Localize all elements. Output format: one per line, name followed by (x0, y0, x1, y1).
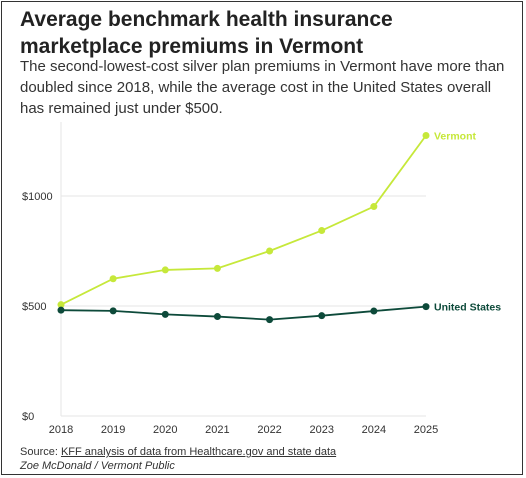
vermont-data-point (213, 264, 221, 272)
vermont-data-point (109, 275, 117, 283)
united-states-data-point (422, 303, 430, 311)
united-states-series-label: United States (434, 302, 501, 314)
x-tick-label: 2020 (153, 424, 177, 436)
vermont-data-point (318, 227, 326, 235)
x-tick-label: 2018 (49, 424, 73, 436)
vermont-data-point (370, 203, 378, 211)
credit-line: Zoe McDonald / Vermont Public (20, 460, 175, 472)
x-tick-label: 2024 (362, 424, 386, 436)
chart-subtitle: The second-lowest-cost silver plan premi… (20, 58, 505, 117)
vermont-data-point (161, 266, 169, 274)
x-tick-label: 2022 (257, 424, 281, 436)
vermont-data-point (57, 301, 65, 309)
y-tick-label: $1000 (22, 191, 53, 203)
x-tick-label: 2023 (309, 424, 333, 436)
united-states-data-point (57, 306, 65, 314)
vermont-data-point (266, 247, 274, 255)
vermont-data-point (422, 132, 430, 139)
united-states-data-point (370, 307, 378, 315)
x-tick-label: 2019 (101, 424, 125, 436)
united-states-series-line (60, 305, 427, 321)
vermont-series-line (60, 134, 427, 306)
source-link[interactable]: KFF analysis of data from Healthcare.gov… (60, 446, 337, 458)
vermont-series-label: Vermont (434, 131, 477, 143)
united-states-data-point (266, 316, 274, 324)
x-tick-label: 2021 (205, 424, 229, 436)
united-states-data-point (109, 307, 117, 315)
y-tick-label: $0 (22, 411, 34, 423)
chart-title: Average benchmark health insurance marke… (20, 8, 393, 58)
united-states-data-point (161, 310, 169, 318)
source-note: Source: KFF analysis of data from Health… (20, 445, 336, 459)
source-prefix: Source: (20, 446, 61, 458)
y-tick-label: $500 (22, 301, 46, 313)
x-tick-label: 2025 (414, 424, 438, 436)
united-states-data-point (318, 312, 326, 320)
united-states-data-point (213, 313, 221, 321)
